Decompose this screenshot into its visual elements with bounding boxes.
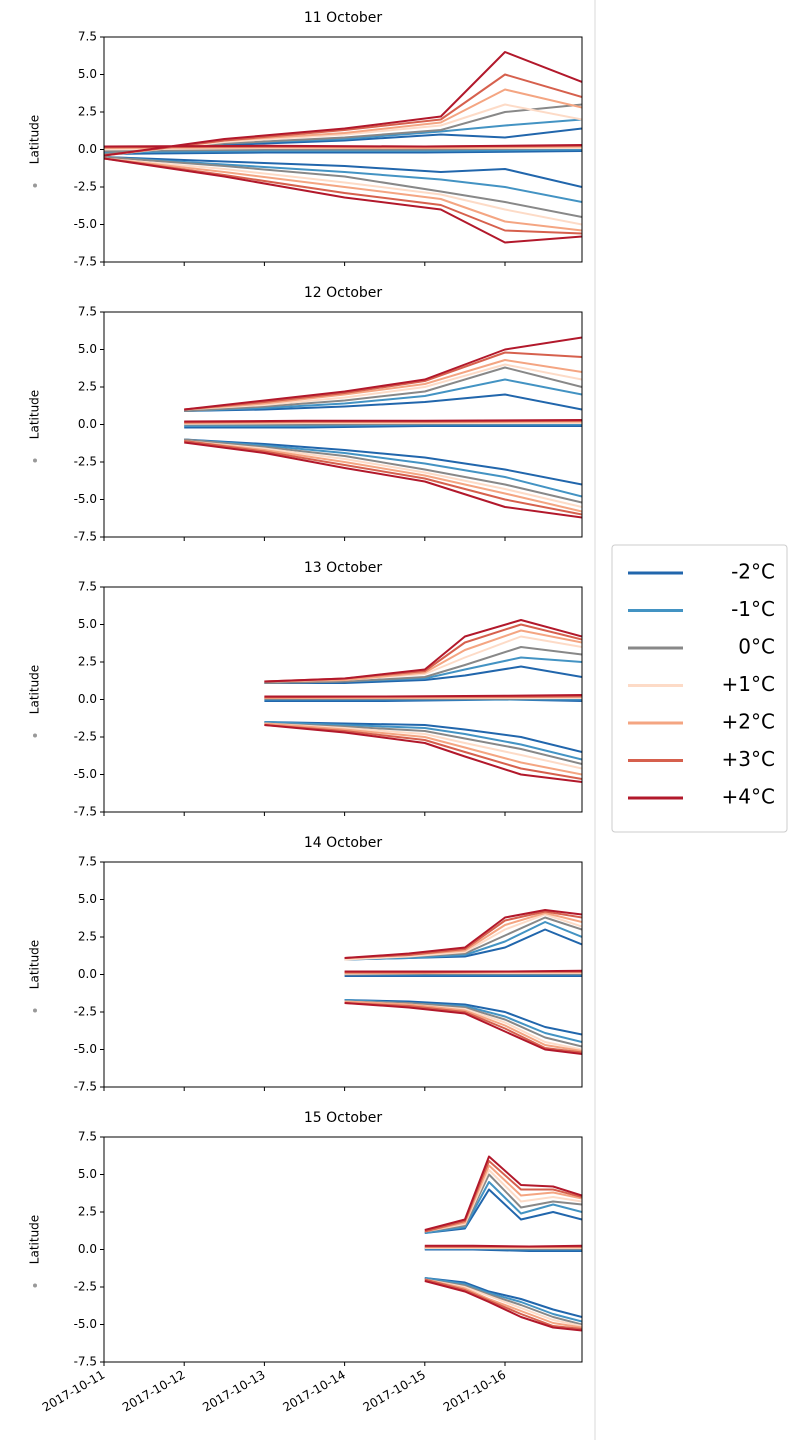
y-tick-label: 0.0 [78,417,97,431]
contour-line [184,393,582,486]
y-tick-label: 5.0 [78,67,97,81]
contour-line [344,913,582,1051]
y-tick-label: -5.0 [74,1042,97,1056]
contour-line [344,909,582,1055]
y-label-marker [33,733,37,738]
plot-area [104,51,582,244]
y-tick-label: 5.0 [78,892,97,906]
y-tick-label: 5.0 [78,342,97,356]
x-tick-label: 2017-10-14 [280,1368,347,1415]
y-tick-label: -5.0 [74,492,97,506]
lines [264,619,582,783]
axes-frame [103,36,583,263]
contour-line [344,921,582,1043]
y-tick-label: 7.5 [78,30,97,44]
y-tick-label: -2.5 [74,455,97,469]
contour-line [104,51,582,244]
contour-line [344,912,582,1052]
y-tick-label: -7.5 [74,255,97,269]
y-tick-label: -5.0 [74,1317,97,1331]
panel-title: 12 October [304,285,383,301]
legend-label: +2°C [722,710,775,734]
contour-line [424,1155,582,1332]
y-tick-label: 7.5 [78,580,97,594]
y-tick-label: 0.0 [78,967,97,981]
y-tick-label: 5.0 [78,617,97,631]
y-label-marker [33,1008,37,1013]
contour-line [344,910,582,1054]
contour-line [344,928,582,1036]
legend-label: -2°C [731,560,775,584]
plot-area [184,336,582,519]
legend-label: -1°C [731,597,775,621]
y-axis-label: Latitude [28,390,42,439]
y-tick-label: -2.5 [74,730,97,744]
y-tick-label: -7.5 [74,1080,97,1094]
y-tick-label: -2.5 [74,180,97,194]
axes-frame [103,861,583,1088]
y-tick-label: -2.5 [74,1280,97,1294]
y-tick-label: 2.5 [78,380,97,394]
y-tick-label: 0.0 [78,692,97,706]
contour-line [264,619,582,783]
y-tick-label: -7.5 [74,1355,97,1369]
lines [424,1155,582,1332]
y-axis-label: Latitude [28,115,42,164]
y-axis-label: Latitude [28,940,42,989]
y-tick-label: -2.5 [74,1005,97,1019]
contour-line [104,103,582,226]
legend-label: 0°C [738,635,775,659]
y-axis-label: Latitude [28,665,42,714]
lines [344,909,582,1055]
y-tick-label: 0.0 [78,142,97,156]
axes-frame [103,1136,583,1363]
x-tick-label: 2017-10-12 [120,1368,187,1415]
axes-frame [103,311,583,538]
contour-line [264,646,582,765]
panel-title: 15 October [304,1110,383,1126]
contour-line [184,351,582,516]
y-tick-label: -5.0 [74,767,97,781]
y-tick-label: 7.5 [78,305,97,319]
y-label-marker [33,183,37,188]
y-tick-label: 2.5 [78,930,97,944]
plot-area [264,619,582,783]
x-tick-label: 2017-10-15 [361,1368,428,1415]
y-tick-label: 2.5 [78,105,97,119]
x-tick-label: 2017-10-11 [40,1368,107,1415]
y-axis-label: Latitude [28,1215,42,1264]
y-tick-label: 7.5 [78,1130,97,1144]
x-tick-label: 2017-10-13 [200,1368,267,1415]
panel-title: 11 October [304,10,383,26]
y-tick-label: -7.5 [74,805,97,819]
x-tick-label: 2017-10-16 [441,1368,508,1415]
y-tick-label: 0.0 [78,1242,97,1256]
contour-line [184,378,582,498]
contour-line [184,336,582,519]
lines [104,51,582,244]
legend-label: +3°C [722,747,775,771]
y-label-marker [33,458,37,463]
plot-area [344,909,582,1055]
legend-label: +1°C [722,672,775,696]
axes-frame [103,586,583,813]
contour-line [104,118,582,203]
y-tick-label: -7.5 [74,530,97,544]
y-label-marker [33,1283,37,1288]
legend-label: +4°C [722,785,775,809]
panel-title: 14 October [304,835,383,851]
plot-area [424,1155,582,1332]
y-tick-label: 5.0 [78,1167,97,1181]
panel-title: 13 October [304,560,383,576]
y-tick-label: 7.5 [78,855,97,869]
y-tick-label: -5.0 [74,217,97,231]
y-tick-label: 2.5 [78,655,97,669]
y-tick-label: 2.5 [78,1205,97,1219]
lines [184,336,582,519]
